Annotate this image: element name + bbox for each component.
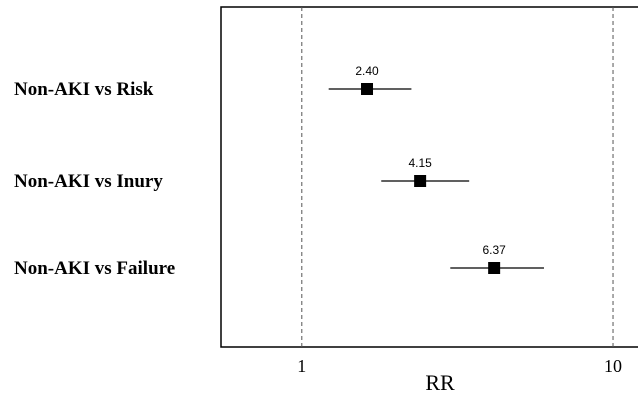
- x-tick-label: 10: [604, 356, 622, 376]
- value-label: 2.40: [355, 64, 379, 78]
- row-label: Non-AKI vs Risk: [14, 79, 154, 100]
- x-axis-title: RR: [425, 370, 455, 395]
- plot-frame: [220, 6, 638, 348]
- row-label: Non-AKI vs Failure: [14, 258, 175, 279]
- value-label: 4.15: [408, 156, 432, 170]
- estimate-marker: [414, 175, 427, 187]
- estimate-marker: [361, 83, 374, 95]
- value-label: 6.37: [482, 243, 506, 257]
- row-label: Non-AKI vs Inury: [14, 171, 163, 192]
- estimate-marker: [488, 262, 501, 274]
- x-tick-label: 1: [297, 356, 306, 376]
